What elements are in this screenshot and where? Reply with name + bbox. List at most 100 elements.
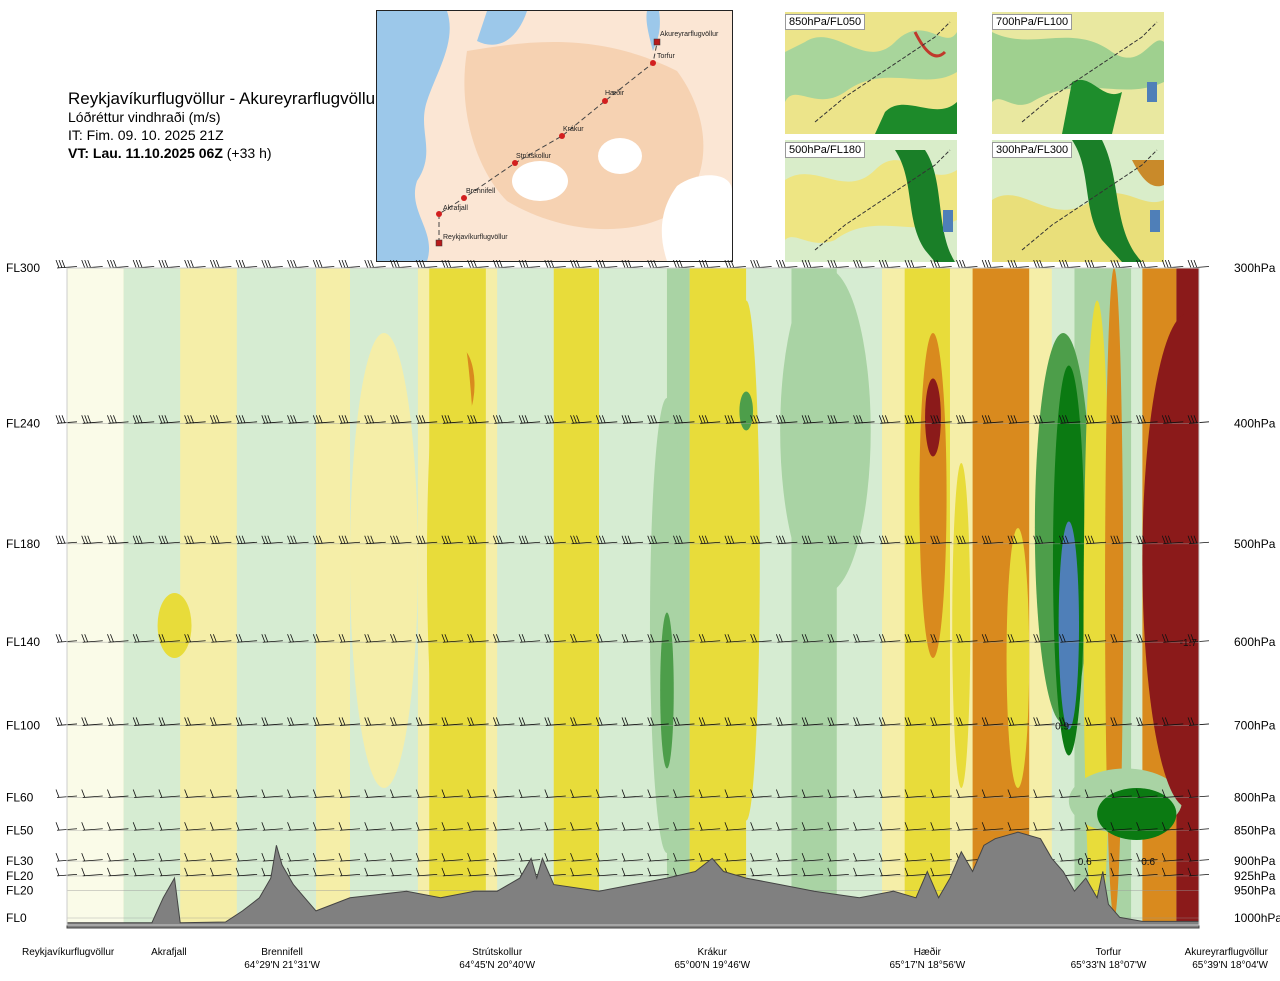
wind-barb [544,535,566,545]
wind-barb [827,634,849,643]
wind-barb [853,535,875,545]
wind-barb [544,717,566,726]
wind-barb [1161,717,1184,726]
wind-barb [261,634,283,643]
wind-barb [364,822,386,831]
thumbnail-300hpa[interactable]: 300hPa/FL300 [992,140,1164,262]
wind-barb [390,415,412,424]
wind-barb [209,260,232,269]
map-glacier-vatnajokull [661,175,732,261]
wind-barb [415,717,438,726]
wind-barb [132,717,155,726]
wind-barb [775,634,798,643]
thumbnail-500hpa[interactable]: 500hPa/FL180 [785,140,957,262]
wind-barb [647,535,669,545]
wind-barb [312,535,335,545]
wind-barb [981,789,1004,798]
wind-barb [673,260,695,269]
waypoint-akureyrarflugvollur [653,38,661,46]
wind-barb [1058,852,1081,862]
pressure-level-label: 700hPa [1234,718,1276,732]
field-contour-blob [565,300,600,691]
wind-barb [415,260,438,269]
wind-barb [621,852,644,862]
wind-barb [750,789,772,798]
wind-barb [132,789,155,798]
wind-barb [209,717,232,726]
wind-barb [1110,260,1132,269]
wind-barb [724,822,746,831]
wind-barb [930,634,952,643]
wind-barb [1110,634,1132,643]
wind-barb [956,717,978,726]
wind-barb [853,634,875,643]
pressure-level-label: 500hPa [1234,537,1276,551]
wind-barb [981,260,1004,269]
map-label-reykjavikurflugvollur: Reykjavíkurflugvöllur [443,234,508,241]
wind-barb [647,260,669,269]
wind-barb [441,634,463,643]
wind-barb [750,535,772,545]
vertical-velocity-field [67,268,1199,925]
value-annotation: 0.9 [1055,721,1069,732]
flight-level-label: FL300 [6,261,40,275]
wind-barb [724,634,746,643]
wind-barb [1033,535,1055,545]
wind-barb [647,852,669,862]
cross-section-chart: -1.7 0.9 0.6 0.6 FL300 FL240 FL180 FL140 FL100 F… [6,260,1280,971]
wind-barb [775,535,798,545]
wind-barb [698,535,721,545]
wind-barb [1136,867,1158,877]
wind-barb [287,717,309,726]
wind-barb [158,822,180,831]
wind-barb [55,535,78,545]
wind-barb [930,415,952,424]
wind-barb [390,535,412,545]
pressure-level-label: 850hPa [1234,823,1276,837]
thumbnail-850hpa[interactable]: 850hPa/FL050 [785,12,957,134]
thumbnail-label: 850hPa/FL050 [785,14,866,30]
wind-barb [364,789,386,798]
wind-barb [956,415,978,424]
wind-barb [235,634,258,643]
wind-barb [904,260,927,269]
wind-barb [595,260,618,269]
wind-barb [287,415,309,424]
wind-barb [107,260,129,269]
wind-barb [1136,822,1158,831]
wind-barb [390,789,412,798]
map-label-torfur: Torfur [657,53,676,60]
wind-barb [338,634,361,643]
field-contour-blob [1006,528,1030,788]
wind-barb [698,634,721,643]
field-contour-blob [1142,313,1199,808]
wind-barb [724,260,746,269]
thumbnail-700hpa[interactable]: 700hPa/FL100 [992,12,1164,134]
terrain-profile [66,831,1200,929]
wind-barb [724,535,746,545]
value-annotation: 0.6 [1141,857,1155,868]
wind-barb [81,867,103,877]
location-labels: Reykjavíkurflugvöllur Akrafjall Brennifell… [22,946,1269,971]
wind-barb [132,867,155,877]
location-coordinates: 65°39'N 18°04'W [1192,960,1268,971]
wind-barb [595,852,618,862]
wind-barb [595,415,618,424]
wind-barb [595,789,618,798]
wind-barb [1033,717,1055,726]
wind-barb [261,260,283,269]
wind-barb [1058,260,1081,269]
wind-barb [956,789,978,798]
wind-barb [853,415,875,424]
wind-barb [441,260,463,269]
wind-barb [1033,260,1055,269]
wind-barb [904,822,927,831]
wind-barb [1007,415,1029,424]
field-contour-blob [157,593,192,658]
wind-barb [287,535,309,545]
chart-title: Reykjavíkurflugvöllur - Akureyrarflugvöl… [68,89,381,108]
wind-barb [1110,822,1132,831]
wind-barb [724,852,746,862]
wind-barb [1136,415,1158,424]
wind-barb [158,260,180,269]
